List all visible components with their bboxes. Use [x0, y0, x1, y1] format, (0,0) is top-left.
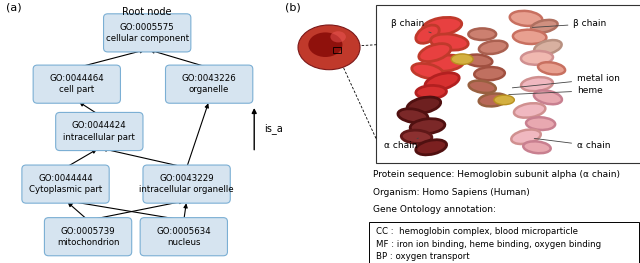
FancyBboxPatch shape [33, 65, 120, 103]
Ellipse shape [526, 117, 555, 130]
Text: GO:0044424
intracellular part: GO:0044424 intracellular part [63, 122, 135, 141]
Ellipse shape [416, 25, 439, 43]
Ellipse shape [479, 41, 508, 54]
Ellipse shape [511, 129, 541, 144]
Ellipse shape [451, 54, 473, 64]
Text: Gene Ontology annotation:: Gene Ontology annotation: [372, 205, 495, 214]
Text: BP : oxygen transport: BP : oxygen transport [376, 252, 470, 261]
Text: α chain: α chain [534, 138, 611, 150]
Ellipse shape [428, 55, 464, 71]
Ellipse shape [479, 93, 508, 107]
Ellipse shape [509, 11, 542, 26]
Text: β chain: β chain [532, 19, 607, 28]
Text: Protein sequence: Hemoglobin subunit alpha (α chain): Protein sequence: Hemoglobin subunit alp… [372, 170, 620, 179]
Ellipse shape [531, 20, 557, 33]
Ellipse shape [465, 54, 492, 67]
Ellipse shape [422, 17, 461, 35]
Ellipse shape [416, 140, 447, 155]
FancyBboxPatch shape [143, 165, 230, 203]
FancyBboxPatch shape [166, 65, 253, 103]
Bar [376, 5, 640, 163]
Text: GO:0005634
nucleus: GO:0005634 nucleus [156, 227, 211, 247]
Bar [333, 47, 340, 53]
Ellipse shape [521, 51, 553, 65]
Ellipse shape [474, 67, 505, 80]
Text: GO:0044444
Cytoplasmic part: GO:0044444 Cytoplasmic part [29, 174, 102, 194]
Ellipse shape [425, 73, 459, 90]
Ellipse shape [524, 141, 550, 153]
Ellipse shape [410, 119, 445, 134]
Text: heme: heme [509, 86, 603, 95]
Ellipse shape [468, 81, 496, 93]
Text: MF : iron ion binding, heme binding, oxygen binding: MF : iron ion binding, heme binding, oxy… [376, 240, 602, 249]
Circle shape [298, 25, 360, 70]
Ellipse shape [494, 95, 515, 105]
FancyBboxPatch shape [22, 165, 109, 203]
Bar [369, 222, 639, 263]
Ellipse shape [407, 97, 441, 113]
Circle shape [308, 32, 342, 57]
Text: Organism: Homo Sapiens (Human): Organism: Homo Sapiens (Human) [372, 188, 529, 196]
Ellipse shape [513, 30, 547, 44]
Text: GO:0005575
cellular component: GO:0005575 cellular component [106, 23, 189, 43]
Ellipse shape [401, 130, 432, 143]
FancyBboxPatch shape [56, 113, 143, 150]
Text: GO:0005739
mitochondrion: GO:0005739 mitochondrion [57, 227, 119, 247]
Text: α chain: α chain [384, 138, 419, 150]
Text: β chain: β chain [391, 19, 431, 33]
Text: metal ion: metal ion [513, 74, 620, 88]
Ellipse shape [412, 63, 444, 79]
Ellipse shape [416, 85, 447, 99]
Text: GO:0044464
cell part: GO:0044464 cell part [49, 74, 104, 94]
Circle shape [330, 31, 346, 42]
Text: GO:0043229
intracellular organelle: GO:0043229 intracellular organelle [140, 174, 234, 194]
Ellipse shape [431, 34, 468, 50]
Text: is_a: is_a [264, 123, 283, 134]
Ellipse shape [521, 77, 553, 91]
Ellipse shape [398, 109, 428, 123]
Ellipse shape [534, 40, 562, 55]
Ellipse shape [514, 103, 545, 118]
Ellipse shape [468, 28, 496, 40]
FancyBboxPatch shape [104, 14, 191, 52]
Text: (a): (a) [6, 3, 22, 13]
Text: GO:0043226
organelle: GO:0043226 organelle [182, 74, 237, 94]
Ellipse shape [534, 90, 562, 104]
FancyBboxPatch shape [140, 218, 227, 256]
Text: Root node: Root node [122, 7, 172, 17]
Text: (b): (b) [285, 3, 301, 13]
Ellipse shape [538, 62, 565, 74]
Ellipse shape [419, 44, 451, 62]
Text: CC :  hemoglobin complex, blood microparticle: CC : hemoglobin complex, blood micropart… [376, 227, 579, 236]
FancyBboxPatch shape [44, 218, 132, 256]
